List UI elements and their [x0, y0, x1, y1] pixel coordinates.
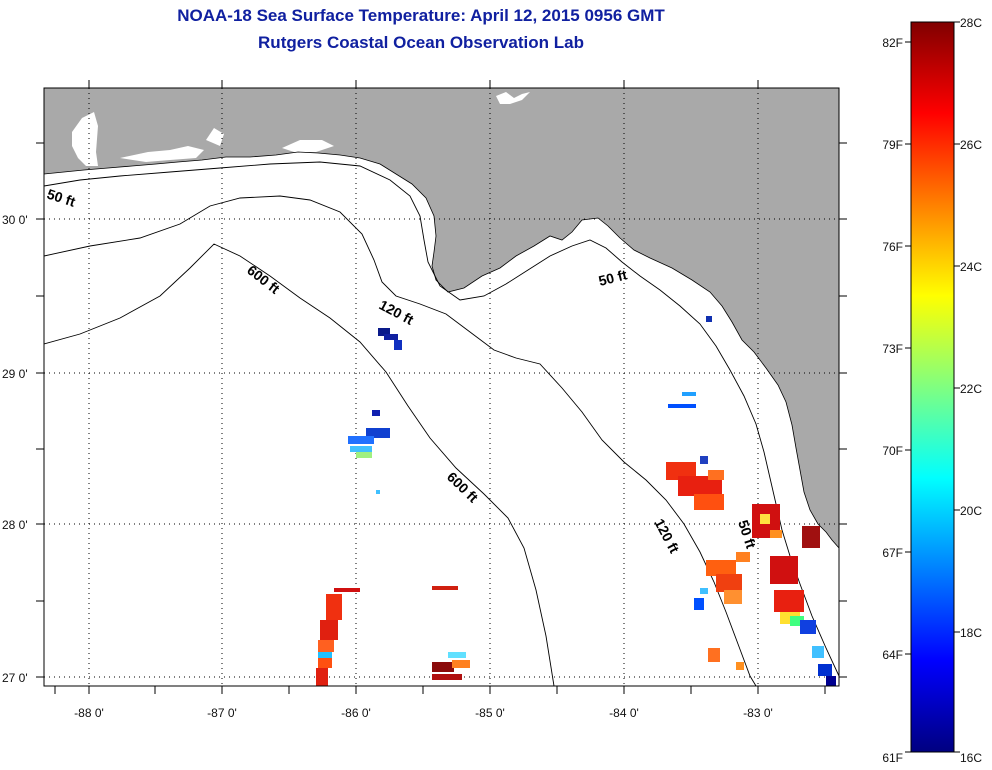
sst-patch-central	[348, 410, 390, 494]
land-area	[44, 88, 839, 548]
map-subtitle: Rutgers Coastal Ocean Observation Lab	[258, 33, 584, 52]
colorbar-celsius-label: 16C	[960, 751, 982, 765]
colorbar-fahrenheit-label: 79F	[882, 138, 903, 152]
colorbar-fahrenheit-label: 82F	[882, 36, 903, 50]
bay-area	[72, 112, 98, 166]
colorbar-celsius-label: 26C	[960, 138, 982, 152]
colorbar-fahrenheit-label: 61F	[882, 751, 903, 765]
colorbar-celsius-label: 28C	[960, 16, 982, 30]
bay-area	[120, 146, 204, 162]
sst-patches	[316, 316, 836, 686]
lon-label: -87 0'	[207, 706, 237, 720]
sst-patch-west-strip	[316, 588, 360, 686]
sst-patch-blue-north	[378, 316, 712, 350]
isobath-600ft	[44, 243, 555, 686]
colorbar-fahrenheit-label: 76F	[882, 240, 903, 254]
colorbar-fahrenheit-label: 70F	[882, 444, 903, 458]
lat-label: 27 0'	[2, 671, 28, 685]
lon-label: -88 0'	[74, 706, 104, 720]
isobath-120ft	[44, 195, 757, 686]
contour-label: 50 ft	[597, 266, 629, 289]
colorbar-celsius-label: 24C	[960, 260, 982, 274]
colorbar-ticks	[905, 21, 960, 753]
lon-label: -86 0'	[341, 706, 371, 720]
coastline	[44, 151, 839, 549]
lat-label: 30 0'	[2, 213, 28, 227]
lon-label: -84 0'	[609, 706, 639, 720]
bay-area	[206, 128, 224, 146]
lat-label: 28 0'	[2, 518, 28, 532]
sst-patch-south-central	[432, 586, 470, 680]
sst-patch-south-east	[694, 526, 836, 686]
isobath-50ft	[44, 161, 839, 677]
colorbar-celsius-label: 18C	[960, 626, 982, 640]
lat-label: 29 0'	[2, 367, 28, 381]
map-title: NOAA-18 Sea Surface Temperature: April 1…	[177, 6, 665, 25]
colorbar-fahrenheit-label: 73F	[882, 342, 903, 356]
colorbar-fahrenheit-label: 67F	[882, 546, 903, 560]
lake-area	[496, 92, 530, 104]
bay-area	[282, 140, 334, 152]
axis-ticks	[36, 80, 847, 694]
colorbar-celsius-label: 22C	[960, 382, 982, 396]
sst-patch-east-offshore	[666, 392, 782, 538]
colorbar-fahrenheit-label: 64F	[882, 648, 903, 662]
lon-label: -83 0'	[743, 706, 773, 720]
plot-frame	[43, 87, 840, 687]
lon-label: -85 0'	[475, 706, 505, 720]
colorbar-celsius-label: 20C	[960, 504, 982, 518]
colorbar	[910, 21, 955, 753]
